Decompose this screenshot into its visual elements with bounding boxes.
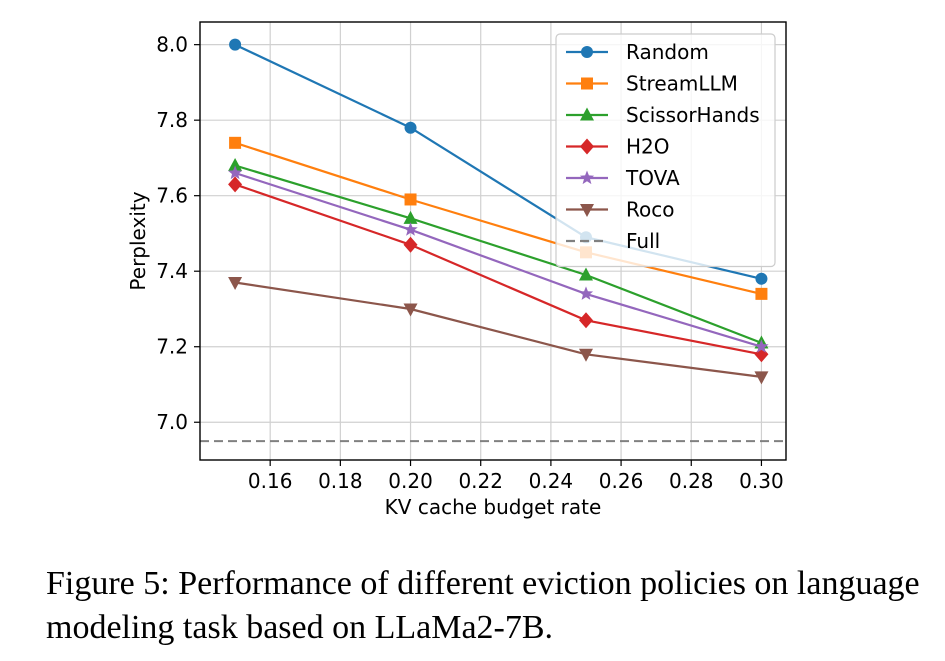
data-point-tova [578,286,594,300]
data-point-tova [754,339,769,353]
series-line-roco [234,281,762,378]
figure-caption: Figure 5: Performance of different evict… [46,565,920,646]
y-axis-label: Perplexity [126,191,150,290]
legend-box [555,33,776,268]
legend-marker-tova [579,170,595,185]
legend-label-h2o: H2O [626,135,670,159]
data-point-streamllm [229,136,242,149]
x-tick-label: 0.26 [599,469,644,493]
y-tick-label: 8.0 [156,33,188,57]
data-point-roco [403,303,418,317]
data-point-roco [754,371,769,385]
legend-marker-random [581,46,593,58]
legend-marker-h2o [580,138,594,155]
y-tick-label: 7.0 [156,410,188,434]
data-point-streamllm [404,193,417,206]
y-tick-label: 7.6 [156,184,188,208]
data-point-h2o [578,312,593,329]
legend-label-random: Random [626,40,709,64]
legend-marker-streamllm [581,77,593,90]
data-point-random [404,121,417,134]
x-tick-label: 0.20 [388,469,433,493]
legend-label-scissorhands: ScissorHands [626,103,760,127]
data-point-random [229,38,242,51]
series-line-scissorhands [234,164,762,344]
data-point-scissorhands [228,157,243,171]
data-point-streamllm [755,287,768,300]
y-tick-label: 7.8 [156,108,188,132]
y-tick-label: 7.2 [156,335,188,359]
data-point-tova [403,222,418,236]
x-tick-label: 0.24 [529,469,574,493]
legend-marker-roco [580,204,594,217]
data-point-tova [228,165,243,180]
x-tick-label: 0.28 [669,469,714,493]
legend-marker-scissorhands [580,107,594,121]
chart: 0.16 0.18 0.20 0.22 0.24 0.26 0.28 0.30 7.0 7.2 7.… [126,21,787,519]
x-tick-label: 0.30 [739,469,784,493]
legend-label-tova: TOVA [625,166,680,190]
series-line-tova [234,171,762,348]
x-tick-label: 0.18 [318,469,363,493]
series-line-h2o [234,183,762,356]
data-point-h2o [403,236,418,253]
legend-label-streamllm: StreamLLM [626,72,738,96]
data-point-roco [578,348,593,362]
x-tick-label: 0.22 [458,469,503,493]
line-chart: 0.16 0.18 0.20 0.22 0.24 0.26 0.28 0.30 7.0 7.2 7.… [126,21,787,519]
legend-label-full: Full [626,229,660,253]
data-point-scissorhands [403,210,418,224]
data-point-scissorhands [578,267,593,281]
plot-frame [199,21,787,461]
x-axis-label: KV cache budget rate [385,495,602,519]
x-tick-label: 0.16 [248,469,293,493]
data-point-roco [228,277,243,291]
data-point-random [755,272,768,285]
data-point-h2o [228,176,243,193]
series-line-streamllm [234,141,762,295]
y-tick-label: 7.4 [156,259,188,283]
legend-label-roco: Roco [626,198,674,222]
